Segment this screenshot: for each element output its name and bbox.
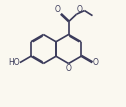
Text: HO: HO: [8, 58, 20, 67]
Text: O: O: [77, 5, 83, 14]
Text: O: O: [93, 58, 99, 67]
Text: O: O: [66, 64, 71, 73]
Text: O: O: [54, 5, 60, 14]
